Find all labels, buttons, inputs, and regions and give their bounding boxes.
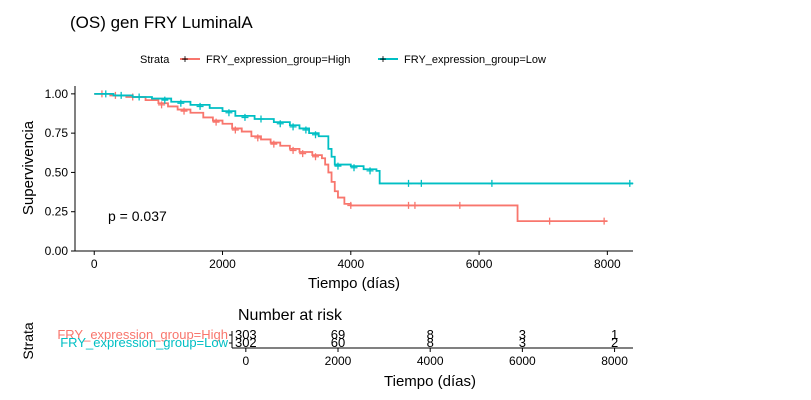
- censor-mark: [299, 150, 307, 158]
- risk-x-tick-label: 4000: [417, 354, 444, 368]
- censor-mark: [347, 201, 355, 209]
- risk-count: 69: [331, 327, 345, 342]
- risk-count: 8: [427, 327, 434, 342]
- x-tick-label: 4000: [337, 257, 364, 271]
- risk-x-axis-title: Tiempo (días): [384, 373, 476, 390]
- censor-mark: [546, 217, 554, 225]
- risk-row-label: FRY_expression_group=Low: [60, 335, 228, 350]
- censor-mark: [196, 102, 204, 110]
- censor-mark: [257, 115, 265, 123]
- x-axis-title: Tiempo (días): [308, 275, 400, 292]
- censor-mark: [241, 113, 249, 121]
- censor-mark: [488, 179, 496, 187]
- legend-label-low: FRY_expression_group=Low: [404, 54, 546, 66]
- censor-mark: [312, 153, 320, 161]
- risk-table: Number at risk FRY_expression_group=High…: [20, 307, 633, 390]
- risk-count: 1: [611, 327, 618, 342]
- censor-mark: [312, 131, 320, 139]
- censor-mark: [302, 126, 310, 134]
- censor-mark: [161, 96, 169, 104]
- censor-mark: [177, 99, 185, 107]
- x-ticks: 0 2000 4000 6000 8000: [91, 251, 621, 271]
- risk-x-tick-label: 6000: [509, 354, 536, 368]
- censor-mark: [180, 107, 188, 115]
- censor-mark: [600, 217, 608, 225]
- risk-table-title: Number at risk: [238, 307, 343, 324]
- y-tick-label: 0.75: [45, 126, 69, 140]
- censor-mark: [254, 134, 262, 142]
- x-tick-label: 2000: [209, 257, 236, 271]
- km-plot-area: 0.00 0.25 0.50 0.75 1.00 0 2000 4000 6000 8000 p…: [20, 86, 634, 292]
- risk-count: 3: [519, 335, 526, 350]
- censor-mark: [158, 101, 166, 109]
- risk-row-label: FRY_expression_group=High: [57, 327, 228, 342]
- km-curve-high: [94, 92, 608, 223]
- p-value-annotation: p = 0.037: [108, 208, 167, 224]
- y-tick-label: 0.00: [45, 244, 69, 258]
- risk-y-axis-title: Strata: [20, 322, 36, 360]
- risk-count: 2: [611, 335, 618, 350]
- risk-x-tick-label: 8000: [601, 354, 628, 368]
- censor-mark: [626, 179, 634, 187]
- x-tick-label: 0: [91, 257, 98, 271]
- y-tick-label: 0.25: [45, 205, 69, 219]
- censor-mark: [405, 201, 413, 209]
- censor-mark: [225, 109, 233, 117]
- y-tick-label: 1.00: [45, 87, 69, 101]
- censor-mark: [417, 179, 425, 187]
- legend-label-high: FRY_expression_group=High: [206, 54, 350, 66]
- censor-mark: [456, 201, 464, 209]
- y-ticks: 0.00 0.25 0.50 0.75 1.00: [45, 87, 75, 258]
- risk-count: 8: [427, 335, 434, 350]
- censor-mark: [270, 140, 278, 148]
- censor-mark: [289, 146, 297, 154]
- km-curve-low: [94, 92, 633, 185]
- censor-mark: [334, 162, 342, 170]
- y-axis-title: Supervivencia: [20, 120, 37, 215]
- censor-mark: [289, 123, 297, 131]
- censor-mark: [350, 164, 358, 172]
- censor-mark: [366, 167, 374, 175]
- chart-title: (OS) gen FRY LuminalA: [70, 13, 253, 32]
- censor-mark: [276, 120, 284, 128]
- x-tick-label: 8000: [594, 257, 621, 271]
- legend-title: Strata: [140, 54, 170, 66]
- censor-mark: [102, 90, 110, 98]
- km-series: [94, 90, 634, 225]
- risk-rows: FRY_expression_group=High 303 69 8 3 1 FRY_exp…: [57, 327, 618, 350]
- legend-censor-mark-low: +: [379, 52, 386, 66]
- risk-count: 302: [235, 335, 257, 350]
- censor-mark: [117, 91, 125, 99]
- censor-mark: [212, 118, 220, 126]
- censor-mark: [231, 126, 239, 134]
- censor-mark: [405, 179, 413, 187]
- legend-censor-mark-high: +: [181, 52, 188, 66]
- risk-count: 60: [331, 335, 345, 350]
- risk-x-tick-label: 0: [242, 354, 249, 368]
- x-tick-label: 6000: [466, 257, 493, 271]
- censor-mark: [411, 201, 419, 209]
- risk-count: 3: [519, 327, 526, 342]
- y-tick-label: 0.50: [45, 165, 69, 179]
- risk-count: 303: [235, 327, 257, 342]
- legend: Strata + FRY_expression_group=High + FRY…: [140, 52, 546, 66]
- censor-mark: [135, 93, 143, 101]
- risk-x-tick-label: 2000: [325, 354, 352, 368]
- risk-x-ticks: 0 2000 4000 6000 8000: [242, 348, 628, 368]
